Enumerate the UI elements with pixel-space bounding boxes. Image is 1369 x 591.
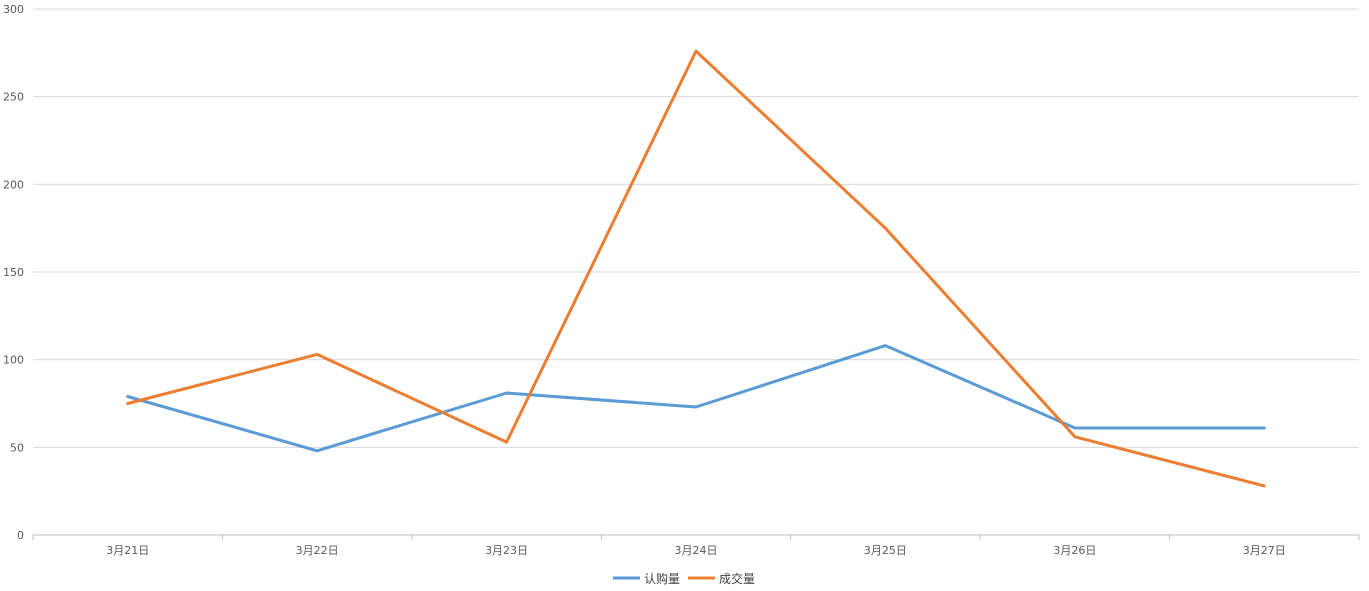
y-tick-label: 200	[3, 178, 24, 191]
series-lines	[126, 49, 1266, 488]
x-tick-label: 3月26日	[1053, 544, 1096, 557]
y-tick-label: 50	[10, 441, 24, 454]
legend-label: 认购量	[644, 571, 680, 586]
y-tick-label: 100	[3, 354, 24, 367]
x-tick-label: 3月22日	[296, 544, 339, 557]
axes: 0 50 100 150 200 250 300 3月21日 3月22日 3月23日 3月24日 3月…	[3, 3, 1360, 557]
gridlines	[33, 8, 1359, 448]
y-tick-label: 300	[3, 3, 24, 16]
x-tick-label: 3月24日	[675, 544, 718, 557]
legend: 认购量 成交量	[613, 571, 755, 586]
x-tick-label: 3月23日	[485, 544, 528, 557]
x-tick-label: 3月21日	[106, 544, 149, 557]
series-line-2	[126, 49, 1266, 488]
y-tick-label: 0	[17, 529, 24, 542]
x-tick-label: 3月27日	[1243, 544, 1286, 557]
x-tick-label: 3月25日	[864, 544, 907, 557]
y-tick-label: 150	[3, 266, 24, 279]
y-tick-label: 250	[3, 91, 24, 104]
legend-label: 成交量	[719, 571, 755, 586]
series-line-1	[126, 344, 1266, 453]
